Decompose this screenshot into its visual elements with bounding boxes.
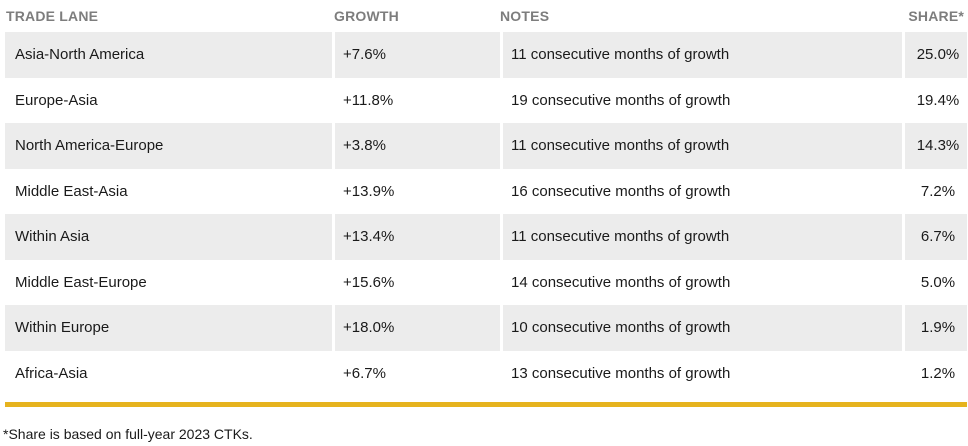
cell-notes: 11 consecutive months of growth [500, 32, 902, 78]
table-header-row: TRADE LANE GROWTH NOTES SHARE* [5, 0, 967, 32]
header-growth: GROWTH [334, 8, 399, 24]
cell-notes: 13 consecutive months of growth [500, 350, 902, 396]
cell-growth: +11.8% [332, 77, 500, 123]
header-notes: NOTES [500, 8, 550, 24]
cell-growth: +3.8% [332, 123, 500, 169]
table-row: Within Europe +18.0% 10 consecutive mont… [5, 305, 967, 351]
table-row: North America-Europe +3.8% 11 consecutiv… [5, 123, 967, 169]
table-row: Europe-Asia +11.8% 19 consecutive months… [5, 77, 967, 123]
cell-trade-lane: Middle East-Europe [15, 273, 147, 291]
cell-notes: 19 consecutive months of growth [500, 77, 902, 123]
cell-trade-lane: Africa-Asia [15, 364, 88, 382]
cell-trade-lane: North America-Europe [5, 123, 332, 169]
cell-notes: 11 consecutive months of growth [500, 214, 902, 260]
cell-share: 1.2% [902, 350, 967, 396]
cell-trade-lane: Europe-Asia [15, 91, 98, 109]
header-trade-lane: TRADE LANE [6, 8, 99, 24]
cell-share: 6.7% [902, 214, 967, 260]
cell-share: 25.0% [902, 32, 967, 78]
cell-growth: +6.7% [332, 350, 500, 396]
cell-trade-lane: Within Europe [5, 305, 332, 351]
accent-rule [5, 402, 967, 407]
cell-notes: 10 consecutive months of growth [500, 305, 902, 351]
cell-share: 5.0% [902, 259, 967, 305]
table-row: Asia-North America +7.6% 11 consecutive … [5, 32, 967, 78]
cell-trade-lane: Middle East-Asia [15, 182, 128, 200]
header-share: SHARE* [908, 8, 964, 24]
cell-growth: +15.6% [332, 259, 500, 305]
cell-growth: +7.6% [332, 32, 500, 78]
cell-share: 14.3% [902, 123, 967, 169]
cell-trade-lane: Asia-North America [5, 32, 332, 78]
cell-share: 1.9% [902, 305, 967, 351]
cell-notes: 14 consecutive months of growth [500, 259, 902, 305]
cell-notes: 11 consecutive months of growth [500, 123, 902, 169]
cell-notes: 16 consecutive months of growth [500, 168, 902, 214]
cell-trade-lane: Within Asia [5, 214, 332, 260]
cell-share: 19.4% [902, 77, 967, 123]
table-row: Within Asia +13.4% 11 consecutive months… [5, 214, 967, 260]
table-row: Middle East-Asia +13.9% 16 consecutive m… [5, 168, 967, 214]
table-body: Asia-North America +7.6% 11 consecutive … [5, 32, 967, 396]
table-row: Africa-Asia +6.7% 13 consecutive months … [5, 350, 967, 396]
cell-share: 7.2% [902, 168, 967, 214]
cell-growth: +13.4% [332, 214, 500, 260]
cell-growth: +18.0% [332, 305, 500, 351]
cell-growth: +13.9% [332, 168, 500, 214]
footnote: *Share is based on full-year 2023 CTKs. [3, 426, 253, 442]
trade-lane-table: TRADE LANE GROWTH NOTES SHARE* Asia-Nort… [5, 0, 967, 407]
table-row: Middle East-Europe +15.6% 14 consecutive… [5, 259, 967, 305]
